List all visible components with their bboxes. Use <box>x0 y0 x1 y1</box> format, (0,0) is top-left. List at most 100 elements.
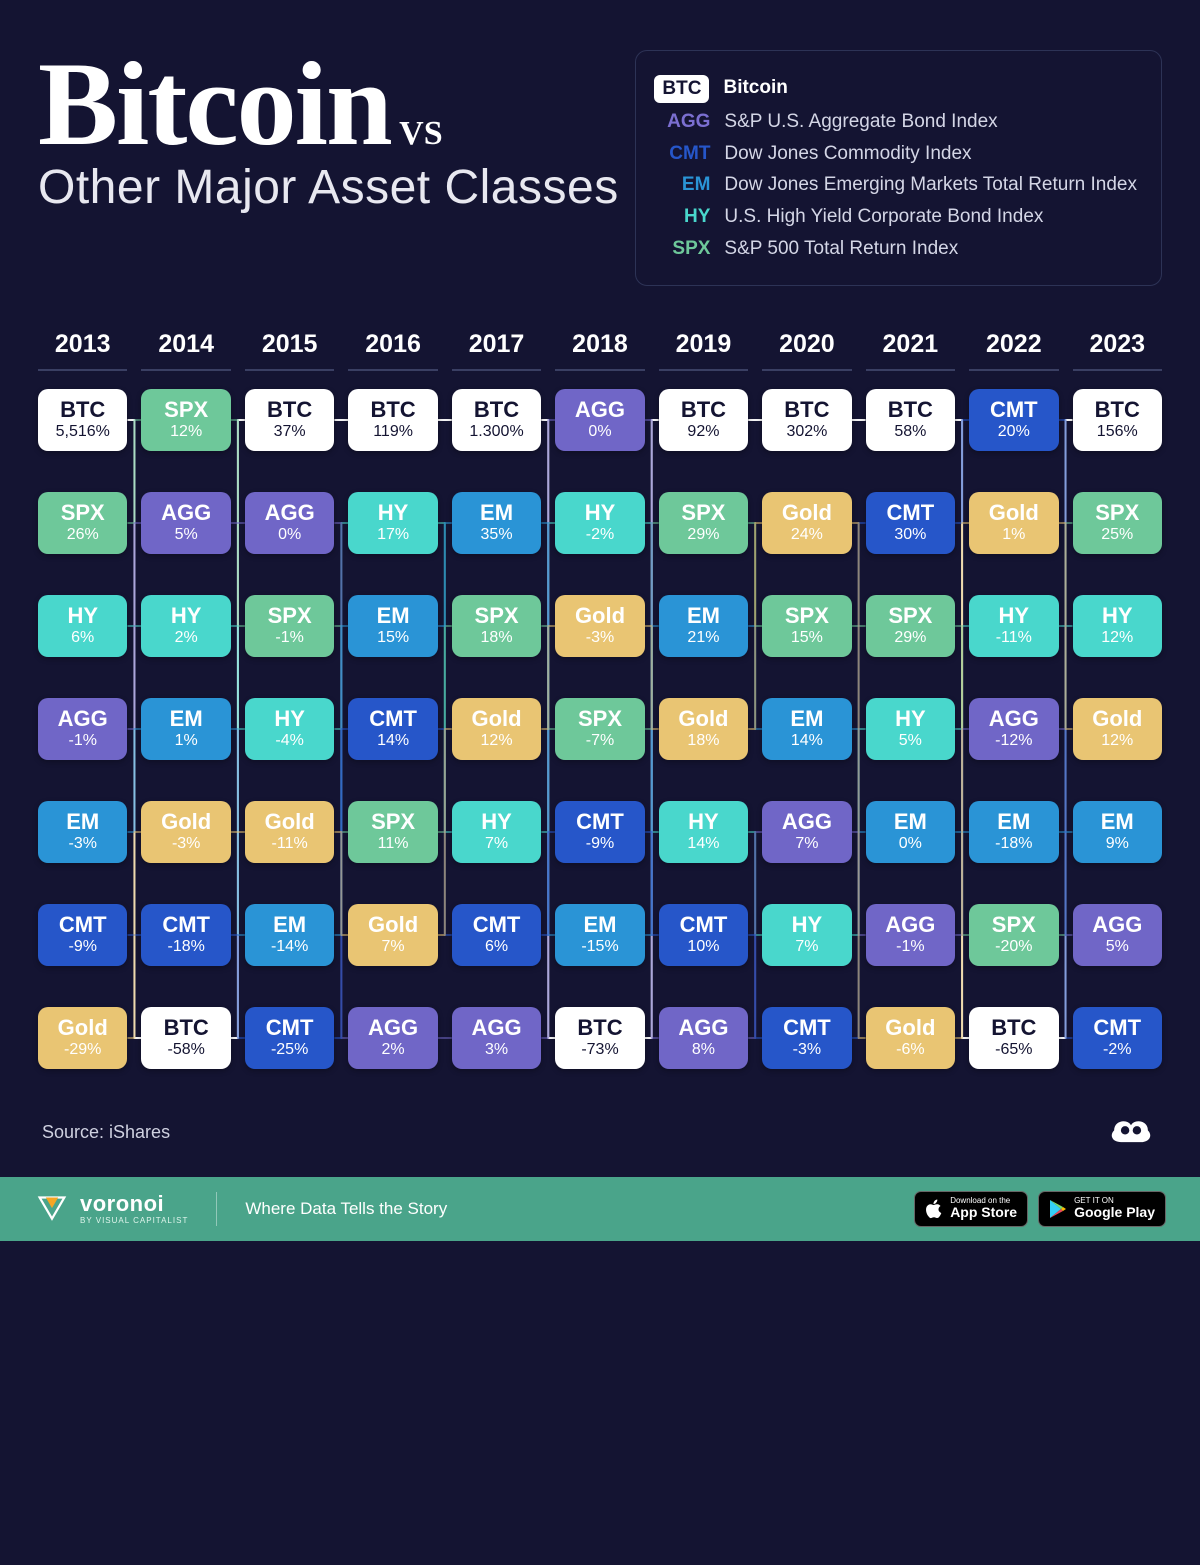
rank-tile: Gold18% <box>659 698 748 760</box>
rank-tile: CMT30% <box>866 492 955 554</box>
tile-code: HY <box>1102 605 1133 627</box>
tile-code: CMT <box>887 502 935 524</box>
rank-tile: AGG0% <box>555 389 644 451</box>
rank-tile: EM15% <box>348 595 437 657</box>
rank-tile: CMT-18% <box>141 904 230 966</box>
tile-code: HY <box>999 605 1030 627</box>
rank-tile: HY12% <box>1073 595 1162 657</box>
tile-value: 37% <box>274 423 306 441</box>
tile-value: 29% <box>894 629 926 647</box>
legend-label: U.S. High Yield Corporate Bond Index <box>724 204 1043 230</box>
rank-tile: HY7% <box>452 801 541 863</box>
rank-tile: CMT-3% <box>762 1007 851 1069</box>
tile-value: 20% <box>998 423 1030 441</box>
tile-code: EM <box>170 708 203 730</box>
tile-code: EM <box>583 914 616 936</box>
rank-tile: AGG -1% <box>38 698 127 760</box>
rank-tile: CMT-9% <box>555 801 644 863</box>
tile-value: -1% <box>275 629 303 647</box>
year-header: 2022 <box>969 330 1058 371</box>
tile-code: BTC <box>888 399 933 421</box>
legend-code: SPX <box>654 236 710 260</box>
rank-tile: AGG5% <box>1073 904 1162 966</box>
googleplay-badge[interactable]: GET IT ON Google Play <box>1038 1191 1166 1226</box>
rank-tile: AGG-12% <box>969 698 1058 760</box>
tile-code: EM <box>273 914 306 936</box>
tile-value: 18% <box>481 629 513 647</box>
rank-tile: BTC156% <box>1073 389 1162 451</box>
tile-code: Gold <box>885 1017 935 1039</box>
tile-code: AGG <box>471 1017 521 1039</box>
tile-value: -7% <box>586 732 614 750</box>
tile-value: -3% <box>793 1041 821 1059</box>
tile-value: 24% <box>791 526 823 544</box>
rank-tile: BTC-73% <box>555 1007 644 1069</box>
rank-tile: CMT10% <box>659 904 748 966</box>
rank-tile: BTC302% <box>762 389 851 451</box>
tile-code: SPX <box>1095 502 1139 524</box>
header: Bitcoin VS Other Major Asset Classes BTC… <box>38 50 1162 286</box>
tile-code: BTC <box>991 1017 1036 1039</box>
tile-value: 7% <box>485 835 508 853</box>
tile-code: AGG <box>1092 914 1142 936</box>
appstore-badge[interactable]: Download on the App Store <box>914 1191 1028 1226</box>
rank-tile: HY5% <box>866 698 955 760</box>
legend-row: HYU.S. High Yield Corporate Bond Index <box>654 204 1137 230</box>
tile-code: CMT <box>576 811 624 833</box>
year-header: 2013 <box>38 330 127 371</box>
legend-label: Dow Jones Emerging Markets Total Return … <box>724 172 1137 198</box>
tile-code: AGG <box>58 708 108 730</box>
rank-tile: Gold-29% <box>38 1007 127 1069</box>
tile-value: 17% <box>377 526 409 544</box>
rank-tile: SPX11% <box>348 801 437 863</box>
footer-tagline: Where Data Tells the Story <box>245 1199 886 1219</box>
tile-code: Gold <box>368 914 418 936</box>
legend-label: Bitcoin <box>723 75 787 101</box>
tile-value: 35% <box>481 526 513 544</box>
tile-code: CMT <box>990 399 1038 421</box>
legend-code: CMT <box>654 141 710 165</box>
legend-row: CMTDow Jones Commodity Index <box>654 141 1137 167</box>
year-header: 2015 <box>245 330 334 371</box>
tile-value: -11% <box>272 835 308 853</box>
tile-value: -3% <box>172 835 200 853</box>
tile-value: -65% <box>995 1041 1032 1059</box>
tile-value: -4% <box>275 732 303 750</box>
tile-value: -1% <box>69 732 97 750</box>
tile-value: 5% <box>175 526 198 544</box>
rank-tile: AGG7% <box>762 801 851 863</box>
legend-row: AGGS&P U.S. Aggregate Bond Index <box>654 109 1137 135</box>
year-column: SPX12%AGG5%HY2%EM1%Gold-3%CMT-18%BTC-58% <box>141 389 230 1069</box>
rank-tile: Gold12% <box>1073 698 1162 760</box>
tile-code: Gold <box>575 605 625 627</box>
rank-tile: CMT6% <box>452 904 541 966</box>
tile-value: 10% <box>687 938 719 956</box>
tile-code: HY <box>274 708 305 730</box>
rank-tile: AGG2% <box>348 1007 437 1069</box>
rank-tile: Gold-11% <box>245 801 334 863</box>
rank-tile: AGG5% <box>141 492 230 554</box>
tile-code: CMT <box>473 914 521 936</box>
rank-tile: HY14% <box>659 801 748 863</box>
source-row: Source: iShares <box>38 1111 1162 1177</box>
year-header: 2020 <box>762 330 851 371</box>
tile-code: BTC <box>267 399 312 421</box>
tile-code: EM <box>894 811 927 833</box>
tile-code: SPX <box>371 811 415 833</box>
tile-value: 6% <box>71 629 94 647</box>
tile-value: 7% <box>382 938 405 956</box>
tile-code: BTC <box>164 1017 209 1039</box>
year-header: 2017 <box>452 330 541 371</box>
tile-value: -20% <box>995 938 1032 956</box>
tile-value: 12% <box>170 423 202 441</box>
year-column: BTC5,516%SPX26%HY6%AGG-1%EM-3%CMT-9%Gold… <box>38 389 127 1069</box>
rank-tile: EM0% <box>866 801 955 863</box>
tile-code: Gold <box>161 811 211 833</box>
rank-tile: EM9% <box>1073 801 1162 863</box>
rank-tile: SPX18% <box>452 595 541 657</box>
rank-tile: AGG0% <box>245 492 334 554</box>
rank-tile: AGG3% <box>452 1007 541 1069</box>
rank-tile: CMT 20% <box>969 389 1058 451</box>
year-header: 2018 <box>555 330 644 371</box>
tile-code: SPX <box>992 914 1036 936</box>
